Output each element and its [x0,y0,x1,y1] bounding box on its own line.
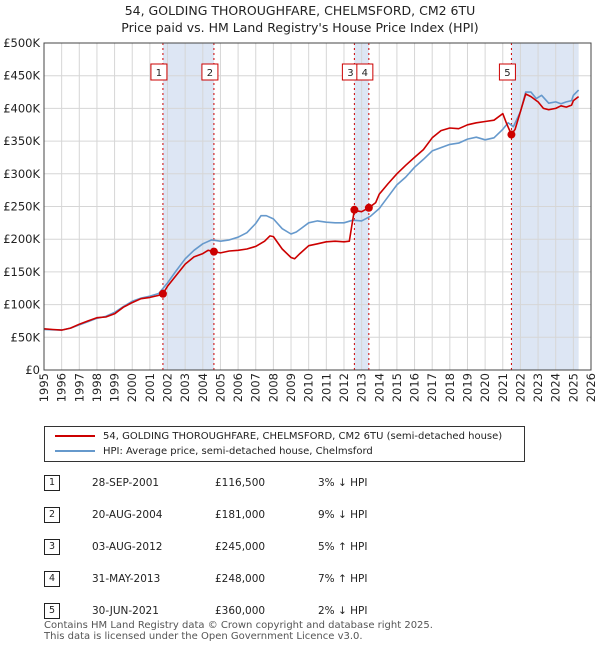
chart-title: 54, GOLDING THOROUGHFARE, CHELMSFORD, CM… [0,2,600,36]
x-tick-label: 2015 [390,373,404,402]
x-tick-label: 2013 [355,373,369,402]
sale-marker-label: 1 [156,68,162,79]
sale-badge: 3 [44,539,60,555]
x-tick-label: 2009 [284,373,298,402]
y-tick-label: £250K [3,200,40,214]
y-tick-label: £100K [3,298,40,312]
footer-line-1: Contains HM Land Registry data © Crown c… [44,620,433,631]
sale-date: 03-AUG-2012 [92,541,163,553]
sale-badge: 1 [44,475,60,491]
y-tick-label: £450K [3,69,40,83]
x-tick-label: 1997 [72,373,86,402]
legend: 54, GOLDING THOROUGHFARE, CHELMSFORD, CM… [44,426,525,462]
y-tick-label: £150K [3,265,40,279]
sale-price: £248,000 [215,573,266,585]
sale-marker-box [356,63,374,81]
sale-badge: 5 [44,603,60,619]
sale-hpi-diff: 9% ↓ HPI [318,509,368,521]
x-tick-label: 2011 [319,373,333,402]
x-tick-label: 2001 [143,373,157,402]
x-tick-label: 2019 [460,373,474,402]
sale-hpi-diff: 7% ↑ HPI [318,573,368,585]
x-tick-label: 2018 [443,373,457,402]
sale-hpi-diff: 2% ↓ HPI [318,605,368,617]
sale-hpi-diff: 3% ↓ HPI [318,477,368,489]
legend-item-property: 54, GOLDING THOROUGHFARE, CHELMSFORD, CM… [55,430,502,444]
price-chart: £0 £50K £100K £150K £200K £250K £300K £350K £400… [3,36,598,402]
legend-label-hpi: HPI: Average price, semi-detached house,… [103,446,373,457]
y-tick-label: £200K [3,232,40,246]
sale-price: £245,000 [215,541,266,553]
x-tick-label: 2007 [249,373,263,402]
x-tick-label: 2005 [213,373,227,402]
x-tick-label: 1998 [90,373,104,402]
sale-row: 2 20-AUG-2004 £181,000 9% ↓ HPI [44,507,564,525]
legend-item-hpi: HPI: Average price, semi-detached house,… [55,445,373,459]
sale-row: 3 03-AUG-2012 £245,000 5% ↑ HPI [44,539,564,557]
y-tick-label: £300K [3,167,40,181]
x-tick-label: 2006 [231,373,245,402]
x-tick-label: 2004 [196,373,210,402]
y-tick-label: £400K [3,101,40,115]
y-tick-label: £0 [25,363,40,377]
x-tick-label: 2025 [566,373,580,402]
sale-point [507,130,516,139]
x-tick-label: 2020 [478,373,492,402]
x-tick-label: 1999 [108,373,122,402]
sale-point [364,203,373,212]
y-tick-label: £50K [11,330,41,344]
series-line-property [43,93,580,331]
sale-badge: 2 [44,507,60,523]
sale-hpi-diff: 5% ↑ HPI [318,541,368,553]
legend-label-property: 54, GOLDING THOROUGHFARE, CHELMSFORD, CM… [103,431,503,442]
sale-marker-label: 5 [504,68,510,79]
sale-date: 30-JUN-2021 [92,605,159,617]
sale-marker-box [150,63,168,81]
x-tick-label: 2016 [408,373,422,402]
y-tick-label: £350K [3,134,40,148]
sale-date: 28-SEP-2001 [92,477,160,489]
x-tick-label: 2008 [266,373,280,402]
sale-date: 31-MAY-2013 [92,573,161,585]
x-tick-label: 2021 [496,373,510,402]
sale-badge: 4 [44,571,60,587]
x-tick-label: 2014 [372,373,386,402]
legend-swatch-hpi [55,450,95,452]
sale-price: £360,000 [215,605,266,617]
sale-marker-box [498,63,516,81]
x-tick-label: 2022 [513,373,527,402]
sale-row: 4 31-MAY-2013 £248,000 7% ↑ HPI [44,571,564,589]
x-tick-label: 2003 [178,373,192,402]
title-line-2: Price paid vs. HM Land Registry's House … [121,20,479,35]
sale-point [158,289,167,298]
sale-price: £181,000 [215,509,266,521]
sale-marker-label: 3 [347,68,353,79]
sale-marker-box [201,63,219,81]
footer-line-2: This data is licensed under the Open Gov… [44,631,363,642]
sale-price: £116,500 [215,477,266,489]
sale-point [350,205,359,214]
x-tick-label: 1995 [37,373,51,402]
sale-row: 5 30-JUN-2021 £360,000 2% ↓ HPI [44,603,564,621]
x-tick-label: 2012 [337,373,351,402]
x-tick-label: 2000 [125,373,139,402]
x-tick-label: 2023 [531,373,545,402]
legend-swatch-property [55,435,95,437]
footer: Contains HM Land Registry data © Crown c… [44,620,433,642]
sale-date: 20-AUG-2004 [92,509,163,521]
y-tick-label: £500K [3,36,40,50]
sale-marker-label: 4 [362,68,368,79]
sale-row: 1 28-SEP-2001 £116,500 3% ↓ HPI [44,475,564,493]
x-tick-label: 2010 [302,373,316,402]
x-tick-label: 2024 [549,373,563,402]
x-tick-label: 1996 [55,373,69,402]
plot-frame [43,42,592,371]
title-line-1: 54, GOLDING THOROUGHFARE, CHELMSFORD, CM… [124,3,476,18]
sale-marker-label: 2 [207,68,213,79]
x-tick-label: 2002 [161,373,175,402]
sale-point [209,247,218,256]
x-tick-label: 2026 [584,373,598,402]
x-tick-label: 2017 [425,373,439,402]
